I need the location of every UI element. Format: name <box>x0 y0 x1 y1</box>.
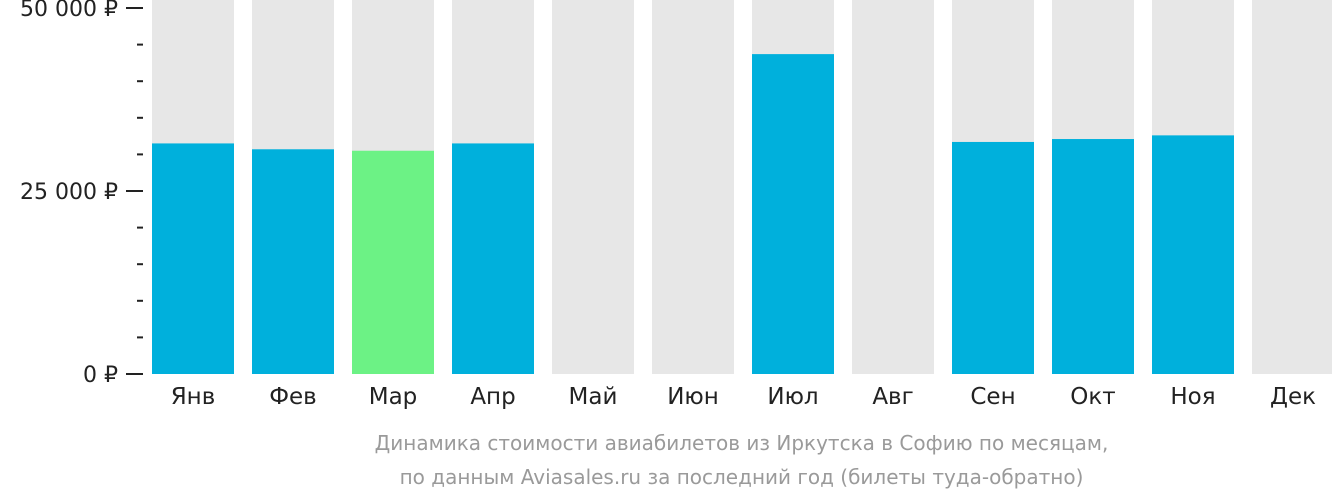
x-tick-label: Янв <box>171 384 216 410</box>
bar-track <box>852 0 934 374</box>
x-tick-label: Окт <box>1070 384 1115 410</box>
x-tick-label: Сен <box>970 384 1015 410</box>
x-tick-label: Июл <box>767 384 818 410</box>
x-tick-label: Дек <box>1270 384 1316 410</box>
bar <box>152 143 234 374</box>
x-tick-label: Авг <box>872 384 913 410</box>
x-tick-label: Фев <box>269 384 317 410</box>
x-tick-label: Июн <box>667 384 719 410</box>
y-tick-label: 25 000 ₽ <box>20 180 118 205</box>
x-tick-label: Апр <box>470 384 515 410</box>
bar-track <box>652 0 734 374</box>
bar <box>752 54 834 375</box>
bar-track <box>552 0 634 374</box>
bar <box>252 149 334 374</box>
bar-track <box>1252 0 1332 374</box>
bar <box>952 141 1034 374</box>
x-tick-label: Ноя <box>1170 384 1215 410</box>
x-tick-label: Май <box>569 384 618 410</box>
y-tick-label: 0 ₽ <box>83 363 118 388</box>
bar <box>1152 135 1234 374</box>
bar <box>452 143 534 374</box>
bar <box>352 150 434 374</box>
chart-caption-line-2: по данным Aviasales.ru за последний год … <box>399 465 1084 489</box>
chart-caption-line-1: Динамика стоимости авиабилетов из Иркутс… <box>374 431 1109 455</box>
bar <box>1052 139 1134 374</box>
y-tick-label: 50 000 ₽ <box>20 0 118 22</box>
price-bar-chart: 0 ₽ 25 000 ₽ 50 000 ₽ Янв Фев Мар Апр Май Июн Июл… <box>20 0 1332 410</box>
x-tick-label: Мар <box>369 384 418 410</box>
